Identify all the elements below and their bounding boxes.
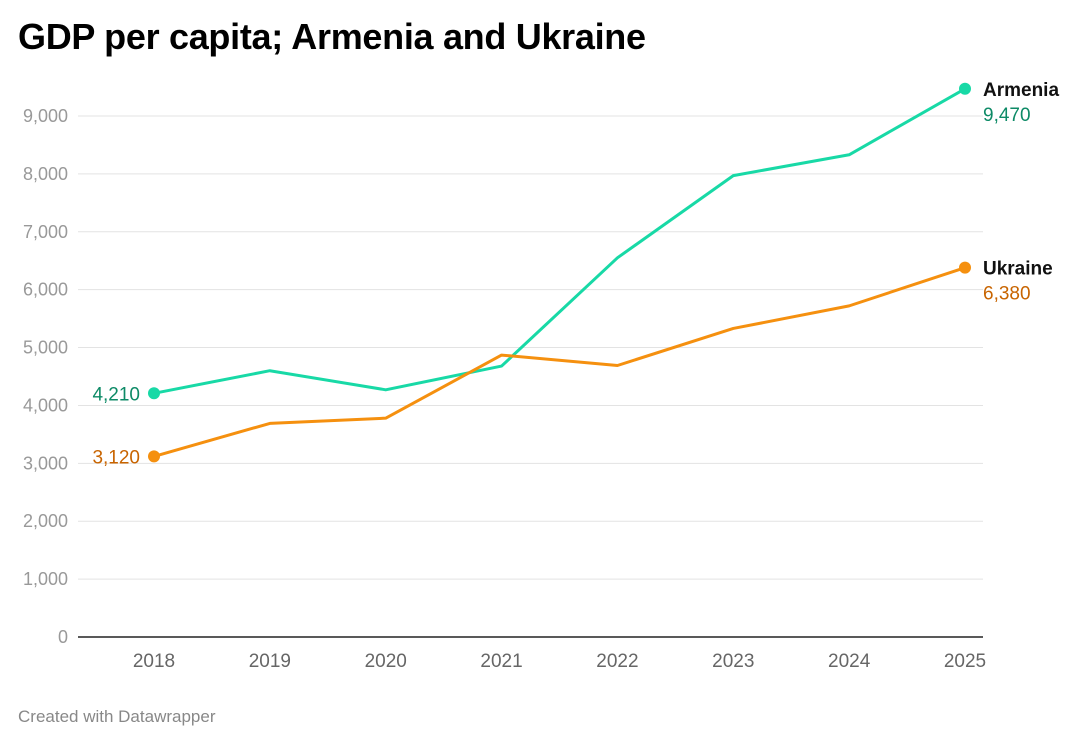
- data-label-armenia-end: 9,470: [983, 105, 1031, 126]
- series-line-ukraine: [152, 266, 967, 458]
- x-tick-label: 2019: [249, 651, 291, 672]
- data-label-armenia-start: 4,210: [92, 384, 140, 405]
- y-tick-label: 7,000: [23, 222, 68, 242]
- series-name-label-armenia: Armenia: [983, 80, 1059, 101]
- x-tick-label: 2022: [596, 651, 638, 672]
- data-point-armenia-end: [959, 82, 971, 95]
- series-name-label-ukraine: Ukraine: [983, 259, 1053, 280]
- y-tick-label: 0: [58, 627, 68, 647]
- gridlines: [78, 115, 983, 580]
- x-axis-tick-labels: 2018 2019 2020 2021 2022 2023 2024 2025: [133, 651, 986, 672]
- data-label-ukraine-start: 3,120: [92, 447, 140, 468]
- y-tick-label: 2,000: [23, 511, 68, 531]
- x-tick-label: 2021: [480, 651, 522, 672]
- credit-footer: Created with Datawrapper: [18, 707, 216, 726]
- x-tick-label: 2025: [944, 651, 986, 672]
- data-point-armenia-start: [148, 387, 160, 400]
- y-axis-tick-labels: 0 1,000 2,000 3,000 4,000 5,000 6,000 7,000 8,00…: [23, 106, 68, 647]
- x-tick-label: 2020: [365, 651, 407, 672]
- chart-title: GDP per capita; Armenia and Ukraine: [18, 16, 646, 57]
- y-tick-label: 5,000: [23, 338, 68, 358]
- y-tick-label: 9,000: [23, 106, 68, 126]
- data-labels: 4,210 Armenia 9,470 3,120 Ukraine 6,380: [92, 80, 1059, 469]
- x-tick-label: 2018: [133, 651, 175, 672]
- y-tick-label: 8,000: [23, 164, 68, 184]
- y-tick-label: 3,000: [23, 453, 68, 473]
- data-label-ukraine-end: 6,380: [983, 284, 1031, 305]
- y-tick-label: 4,000: [23, 395, 68, 415]
- x-tick-label: 2023: [712, 651, 754, 672]
- series: [148, 82, 971, 463]
- y-tick-label: 1,000: [23, 569, 68, 589]
- y-tick-label: 6,000: [23, 280, 68, 300]
- series-line-armenia: [152, 87, 967, 395]
- data-point-ukraine-end: [959, 261, 971, 274]
- x-tick-label: 2024: [828, 651, 871, 672]
- data-point-ukraine-start: [148, 450, 160, 463]
